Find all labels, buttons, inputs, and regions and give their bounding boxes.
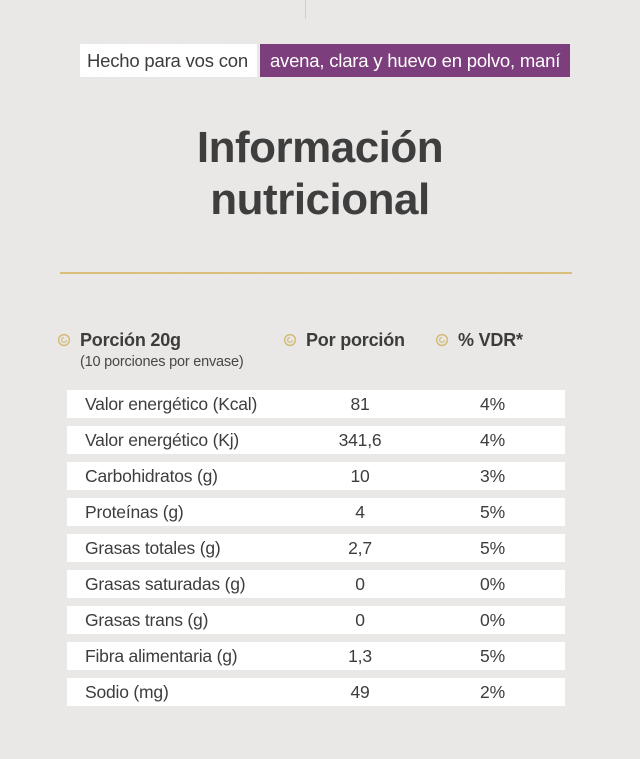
- row-vdr: 0%: [480, 573, 505, 594]
- row-vdr: 4%: [480, 429, 505, 450]
- row-label: Grasas trans (g): [85, 609, 209, 630]
- row-vdr: 4%: [480, 393, 505, 414]
- table-row: Sodio (mg) 49 2%: [67, 678, 565, 706]
- column-header-portion: Porción 20g (10 porciones por envase): [57, 330, 244, 370]
- vdr-header-label: % VDR*: [458, 330, 523, 350]
- column-header-per-portion: Por porción: [283, 330, 405, 351]
- row-value: 2,7: [348, 537, 372, 558]
- row-vdr: 5%: [480, 501, 505, 522]
- row-value: 10: [350, 465, 370, 486]
- table-row: Fibra alimentaria (g) 1,3 5%: [67, 642, 565, 670]
- column-header-vdr: % VDR*: [435, 330, 523, 351]
- row-label: Grasas saturadas (g): [85, 573, 246, 594]
- table-row: Proteínas (g) 4 5%: [67, 498, 565, 526]
- nutrition-table: Valor energético (Kcal) 81 4% Valor energét…: [67, 390, 565, 714]
- row-vdr: 5%: [480, 537, 505, 558]
- portion-header-label: Porción 20g: [80, 330, 181, 350]
- title-line-1: Información: [196, 123, 444, 172]
- table-row: Grasas totales (g) 2,7 5%: [67, 534, 565, 562]
- grain-icon: [435, 333, 449, 347]
- row-label: Valor energético (Kcal): [85, 393, 258, 414]
- grain-icon: [283, 333, 297, 347]
- row-value: 1,3: [348, 645, 372, 666]
- per-portion-header-label: Por porción: [306, 330, 405, 350]
- ingredients-banner: Hecho para vos con avena, clara y huevo …: [80, 44, 571, 77]
- row-value: 0: [355, 609, 365, 630]
- fold-mark: [305, 0, 306, 19]
- row-vdr: 3%: [480, 465, 505, 486]
- gold-divider: [60, 272, 572, 274]
- row-value: 4: [355, 501, 365, 522]
- row-label: Grasas totales (g): [85, 537, 221, 558]
- row-vdr: 5%: [480, 645, 505, 666]
- banner-highlight-text: avena, clara y huevo en polvo, maní: [259, 44, 571, 77]
- table-row: Carbohidratos (g) 10 3%: [67, 462, 565, 490]
- title-line-2: nutricional: [210, 175, 430, 224]
- row-value: 81: [350, 393, 370, 414]
- row-value: 341,6: [338, 429, 382, 450]
- row-label: Carbohidratos (g): [85, 465, 218, 486]
- portion-header-sub: (10 porciones por envase): [80, 354, 244, 370]
- row-label: Fibra alimentaria (g): [85, 645, 238, 666]
- table-row: Grasas trans (g) 0 0%: [67, 606, 565, 634]
- table-row: Valor energético (Kj) 341,6 4%: [67, 426, 565, 454]
- row-vdr: 2%: [480, 681, 505, 702]
- page-title: Información nutricional: [0, 122, 640, 226]
- row-label: Sodio (mg): [85, 681, 169, 702]
- row-label: Proteínas (g): [85, 501, 184, 522]
- row-label: Valor energético (Kj): [85, 429, 240, 450]
- banner-prefix-text: Hecho para vos con: [80, 44, 257, 77]
- table-row: Grasas saturadas (g) 0 0%: [67, 570, 565, 598]
- row-value: 49: [350, 681, 370, 702]
- table-row: Valor energético (Kcal) 81 4%: [67, 390, 565, 418]
- row-vdr: 0%: [480, 609, 505, 630]
- row-value: 0: [355, 573, 365, 594]
- grain-icon: [57, 333, 71, 347]
